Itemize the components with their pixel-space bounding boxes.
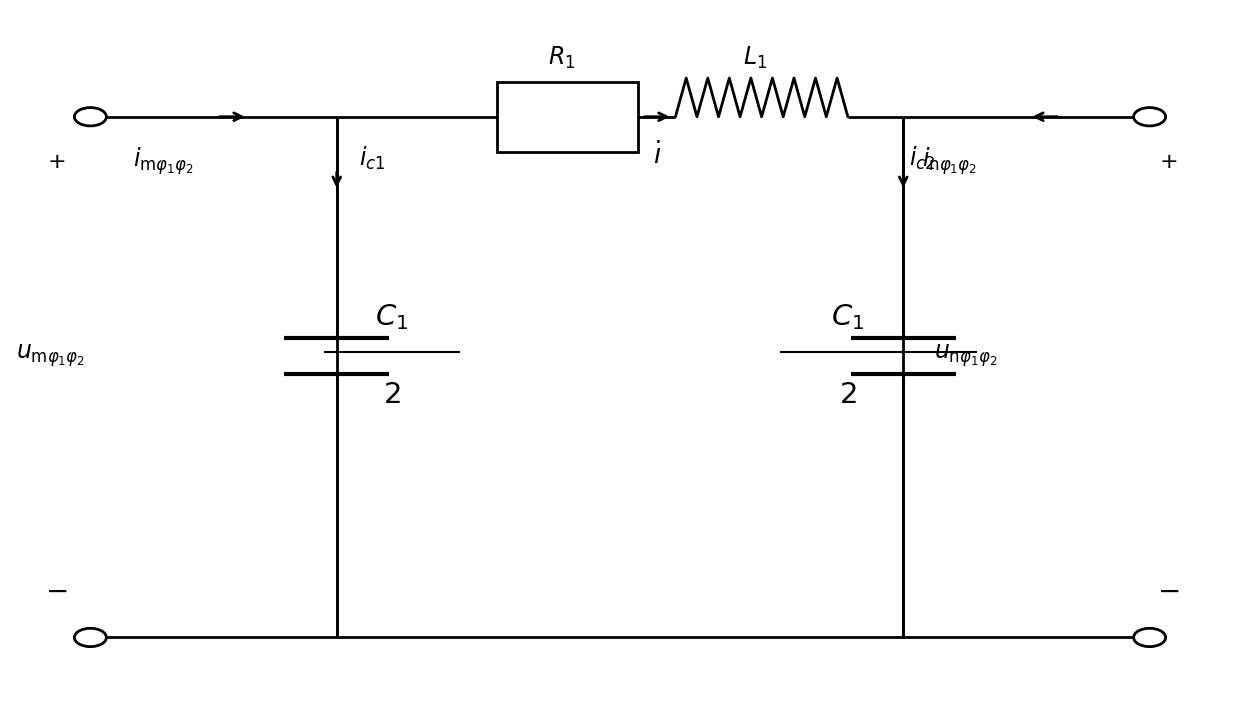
Text: $\dot{\imath}$: $\dot{\imath}$ xyxy=(652,142,661,169)
Text: $2$: $2$ xyxy=(839,381,857,409)
Bar xyxy=(497,82,639,152)
Text: $R_1$: $R_1$ xyxy=(548,45,575,71)
Text: $-$: $-$ xyxy=(45,578,67,605)
Text: $u_{\mathrm{n}\varphi_1\varphi_2}$: $u_{\mathrm{n}\varphi_1\varphi_2}$ xyxy=(934,342,997,370)
Text: $C_1$: $C_1$ xyxy=(376,303,409,333)
Text: $C_1$: $C_1$ xyxy=(831,303,864,333)
Text: $+$: $+$ xyxy=(47,152,64,174)
Text: $i_{c1}$: $i_{c1}$ xyxy=(358,145,386,172)
Circle shape xyxy=(74,108,107,126)
Text: $2$: $2$ xyxy=(383,381,401,409)
Circle shape xyxy=(1133,108,1166,126)
Text: $L_1$: $L_1$ xyxy=(744,45,768,71)
Circle shape xyxy=(74,628,107,646)
Text: $-$: $-$ xyxy=(1157,578,1179,605)
Text: $i_{\mathrm{m}\varphi_1\varphi_2}$: $i_{\mathrm{m}\varphi_1\varphi_2}$ xyxy=(134,145,195,177)
Text: $i_{\mathrm{n}\varphi_1\varphi_2}$: $i_{\mathrm{n}\varphi_1\varphi_2}$ xyxy=(921,145,977,177)
Text: $+$: $+$ xyxy=(1159,152,1177,174)
Circle shape xyxy=(1133,628,1166,646)
Text: $i_{c2}$: $i_{c2}$ xyxy=(909,145,936,172)
Text: $u_{\mathrm{m}\varphi_1\varphi_2}$: $u_{\mathrm{m}\varphi_1\varphi_2}$ xyxy=(16,342,86,370)
